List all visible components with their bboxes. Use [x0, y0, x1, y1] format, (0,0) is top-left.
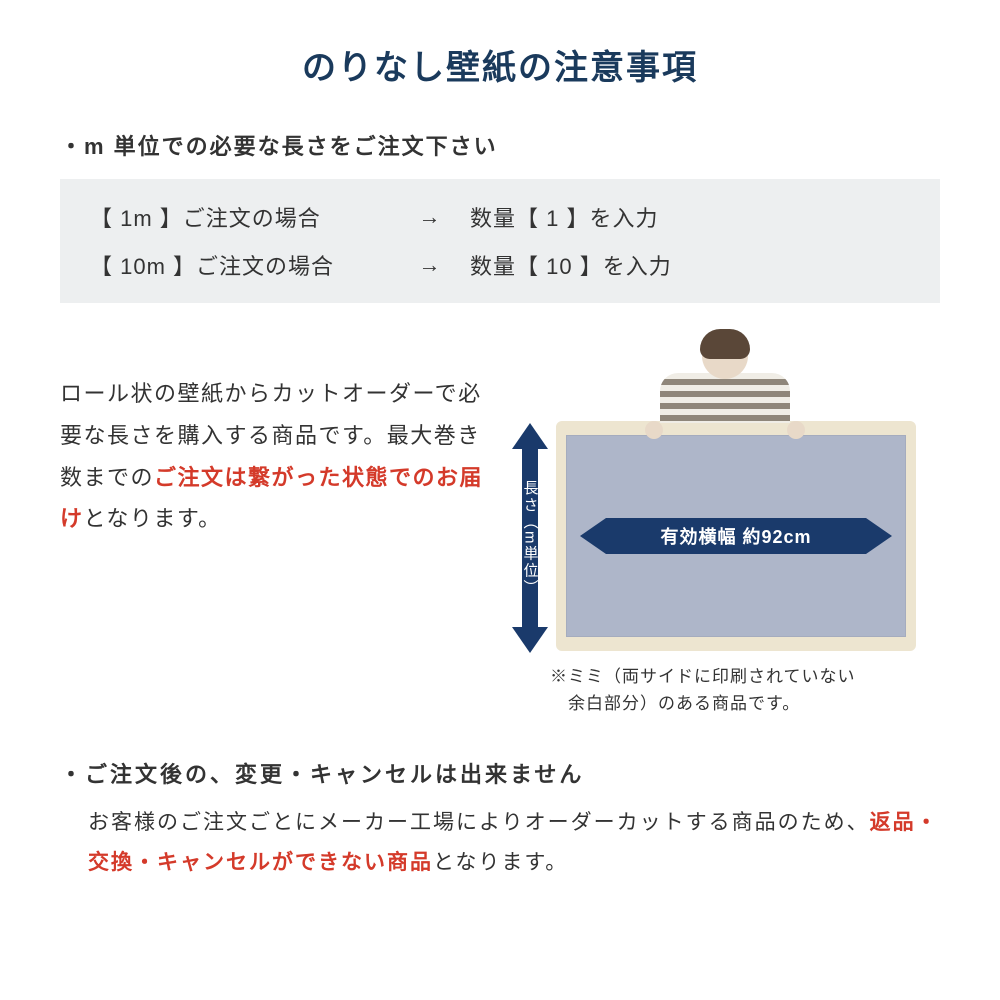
order-row: 【 1m 】ご注文の場合 → 数量【 1 】を入力	[90, 201, 910, 233]
order-row: 【 10m 】ご注文の場合 → 数量【 10 】を入力	[90, 249, 910, 281]
order-examples-box: 【 1m 】ご注文の場合 → 数量【 1 】を入力 【 10m 】ご注文の場合 …	[60, 179, 940, 303]
middle-row: ロール状の壁紙からカットオーダーで必要な長さを購入する商品です。最大巻き数までの…	[60, 333, 940, 717]
section1-heading: ・m 単位での必要な長さをご注文下さい	[60, 129, 940, 161]
body-text: となります。	[433, 851, 568, 874]
person-hand	[787, 421, 805, 439]
person-hair	[700, 329, 750, 359]
panel-with-arrows: 長さ（m単位） 有効横幅 約92cm	[510, 423, 940, 653]
roll-description: ロール状の壁紙からカットオーダーで必要な長さを購入する商品です。最大巻き数までの…	[60, 333, 486, 717]
note-line: ※ミミ（両サイドに印刷されていない	[550, 667, 856, 686]
arrow-icon: →	[390, 252, 470, 278]
person-hand	[645, 421, 663, 439]
vertical-dimension-arrow: 長さ（m単位）	[510, 423, 550, 653]
order-row-right: 数量【 10 】を入力	[470, 249, 910, 281]
triangle-right-icon	[866, 518, 892, 554]
triangle-up-icon	[512, 423, 548, 449]
body-text: お客様のご注文ごとにメーカー工場によりオーダーカットする商品のため、	[88, 811, 870, 834]
section2-body: お客様のご注文ごとにメーカー工場によりオーダーカットする商品のため、返品・交換・…	[60, 803, 940, 883]
order-row-left: 【 1m 】ご注文の場合	[90, 201, 390, 233]
page-title: のりなし壁紙の注意事項	[60, 40, 940, 89]
order-row-left: 【 10m 】ご注文の場合	[90, 249, 390, 281]
vertical-arrow-stem: 長さ（m単位）	[522, 449, 538, 627]
person-torso	[660, 373, 790, 423]
order-row-right: 数量【 1 】を入力	[470, 201, 910, 233]
triangle-left-icon	[580, 518, 606, 554]
person-illustration	[565, 333, 885, 423]
horizontal-arrow-stem: 有効横幅 約92cm	[606, 518, 867, 554]
horizontal-dimension-arrow: 有効横幅 約92cm	[580, 518, 893, 554]
note-line: 余白部分）のある商品です。	[550, 694, 800, 713]
desc-text: となります。	[84, 506, 222, 531]
horizontal-dimension-label: 有効横幅 約92cm	[660, 523, 811, 549]
vertical-dimension-label: 長さ（m単位）	[520, 480, 541, 597]
margin-note: ※ミミ（両サイドに印刷されていない 余白部分）のある商品です。	[510, 663, 940, 717]
wallpaper-diagram: 長さ（m単位） 有効横幅 約92cm ※ミミ（両サイドに印刷されていない 余白部…	[510, 333, 940, 717]
wallpaper-panel: 有効横幅 約92cm	[556, 421, 916, 651]
person-head	[702, 333, 748, 379]
section2-heading: ・ご注文後の、変更・キャンセルは出来ません	[60, 757, 940, 789]
triangle-down-icon	[512, 627, 548, 653]
arrow-icon: →	[390, 204, 470, 230]
